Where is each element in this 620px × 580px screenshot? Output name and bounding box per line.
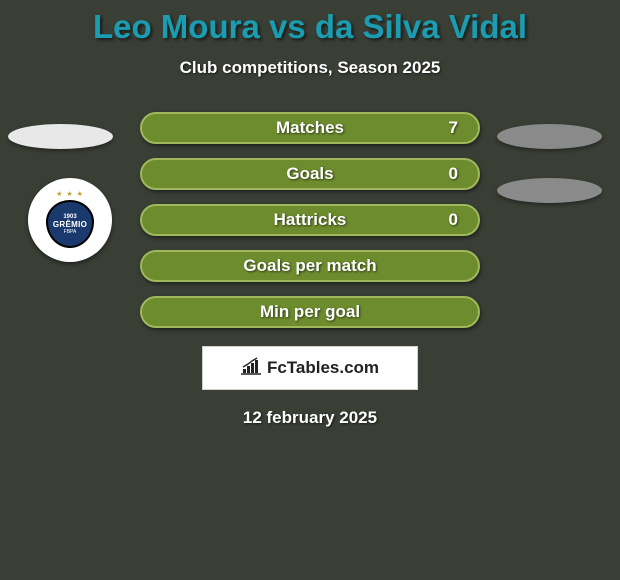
stat-row-matches: Matches 7 <box>140 112 480 144</box>
vs-separator: vs <box>260 8 315 45</box>
stat-row-hattricks: Hattricks 0 <box>140 204 480 236</box>
stat-row-min-per-goal: Min per goal <box>140 296 480 328</box>
player2-club-placeholder <box>497 178 602 203</box>
chart-icon <box>241 357 263 380</box>
player2-avatar-placeholder <box>497 124 602 149</box>
badge-main-text: GRÊMIO <box>53 220 87 229</box>
stat-row-goals: Goals 0 <box>140 158 480 190</box>
stat-label: Matches <box>276 118 344 138</box>
badge-shield: 1903 GRÊMIO FBPA <box>46 200 94 248</box>
stat-label: Min per goal <box>260 302 360 322</box>
stat-label: Goals per match <box>243 256 376 276</box>
club-badge: ★ ★ ★ 1903 GRÊMIO FBPA <box>28 178 112 262</box>
comparison-card: Leo Moura vs da Silva Vidal Club competi… <box>0 0 620 428</box>
club-badge-inner: ★ ★ ★ 1903 GRÊMIO FBPA <box>40 190 100 250</box>
branding-text: FcTables.com <box>267 358 379 378</box>
stat-value: 7 <box>449 118 458 138</box>
stat-value: 0 <box>449 164 458 184</box>
stat-label: Hattricks <box>274 210 347 230</box>
subtitle: Club competitions, Season 2025 <box>0 58 620 78</box>
badge-bottom-text: FBPA <box>64 229 77 235</box>
branding-box[interactable]: FcTables.com <box>202 346 418 390</box>
player1-name: Leo Moura <box>93 8 260 45</box>
badge-stars: ★ ★ ★ <box>40 190 100 198</box>
page-title: Leo Moura vs da Silva Vidal <box>0 0 620 46</box>
stat-row-goals-per-match: Goals per match <box>140 250 480 282</box>
stat-label: Goals <box>286 164 333 184</box>
player2-name: da Silva Vidal <box>315 8 527 45</box>
stat-value: 0 <box>449 210 458 230</box>
date-text: 12 february 2025 <box>0 408 620 428</box>
player1-avatar-placeholder <box>8 124 113 149</box>
